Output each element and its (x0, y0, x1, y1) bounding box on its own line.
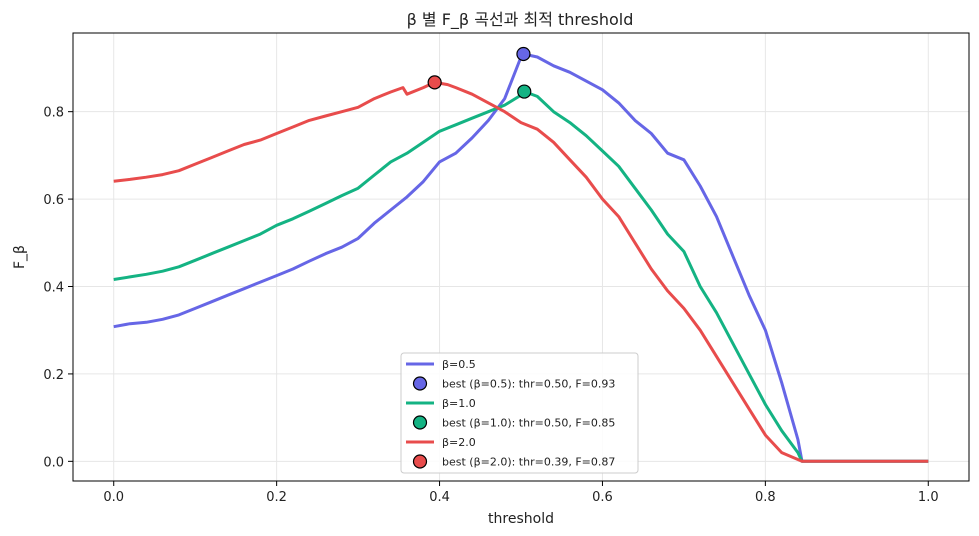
x-tick-label: 0.6 (592, 490, 613, 505)
y-tick-label: 0.4 (43, 281, 64, 296)
plot-frame (72, 32, 970, 482)
series-line (113, 90, 929, 463)
legend-label: β=0.5 (442, 358, 476, 371)
legend-marker-swatch (412, 415, 428, 430)
y-tick-label: 0.2 (43, 368, 64, 383)
legend-label: best (β=0.5): thr=0.50, F=0.93 (442, 378, 615, 391)
y-tick-label: 0.6 (43, 193, 64, 208)
y-axis-title: F_β (12, 245, 28, 269)
legend-label: best (β=2.0): thr=0.39, F=0.87 (442, 456, 615, 469)
legend-box (400, 352, 639, 474)
legend-label: β=1.0 (442, 397, 476, 410)
legend-items: β=0.5 best (β=0.5): thr=0.50, F=0.93 β=1.0… (406, 358, 615, 469)
series-line (113, 80, 929, 463)
legend-marker-swatch (412, 376, 428, 391)
best-point-marker (517, 84, 532, 99)
series-line (113, 52, 929, 463)
legend: β=0.5 best (β=0.5): thr=0.50, F=0.93 β=1.0… (400, 352, 639, 474)
grid-layer (73, 33, 969, 481)
y-tick-label: 0.8 (43, 106, 64, 121)
legend-marker-swatch (412, 454, 428, 469)
x-tick-label: 1.0 (918, 490, 939, 505)
best-point-marker (516, 46, 531, 62)
x-tick-label: 0.2 (266, 490, 287, 505)
ticks-layer: 0.0 0.2 0.4 0.6 0.8 1.0 0.0 0.2 0.4 0.6 0.8 (43, 106, 938, 505)
x-tick-label: 0.8 (755, 490, 776, 505)
markers-layer (427, 46, 532, 99)
best-point-marker (427, 75, 442, 90)
legend-label: best (β=1.0): thr=0.50, F=0.85 (442, 417, 615, 430)
x-tick-label: 0.4 (429, 490, 450, 505)
x-axis-title: threshold (488, 511, 554, 527)
legend-label: β=2.0 (442, 436, 476, 449)
series-layer (113, 52, 929, 463)
y-tick-label: 0.0 (43, 455, 64, 470)
x-tick-label: 0.0 (103, 490, 124, 505)
chart-title: β 별 F_β 곡선과 최적 threshold (407, 10, 634, 30)
